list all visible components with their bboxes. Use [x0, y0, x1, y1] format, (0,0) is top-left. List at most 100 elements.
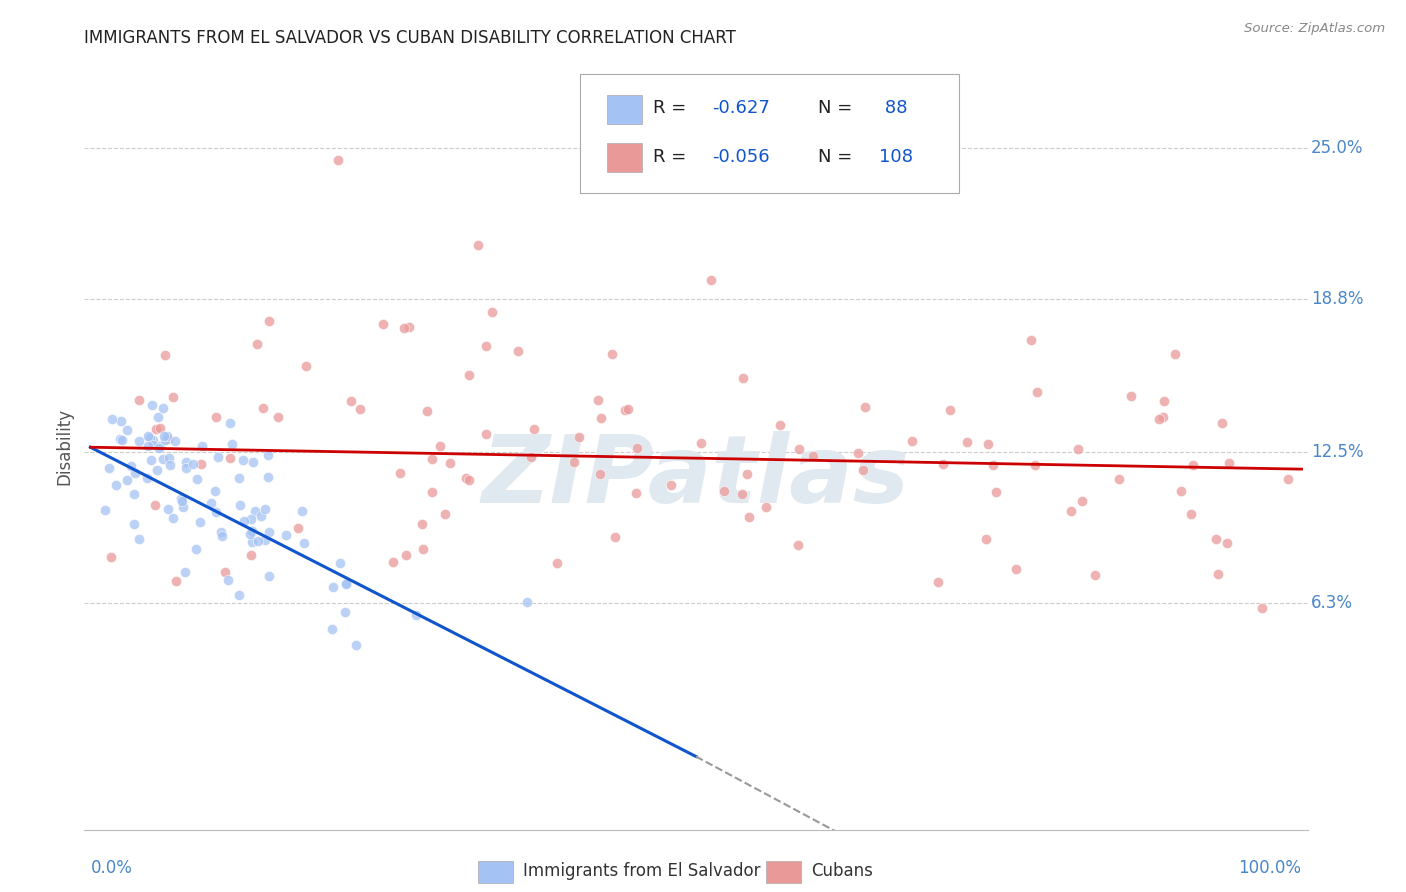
- Point: [292, 535, 315, 549]
- Point: [416, 404, 439, 418]
- Point: [1251, 601, 1274, 615]
- Point: [769, 418, 792, 433]
- Point: [335, 575, 357, 590]
- Point: [589, 411, 612, 425]
- Point: [1152, 409, 1174, 424]
- Point: [1164, 347, 1187, 361]
- Point: [184, 541, 207, 556]
- Point: [162, 390, 184, 404]
- Point: [787, 442, 810, 456]
- Point: [153, 348, 176, 362]
- Point: [207, 450, 229, 464]
- Point: [713, 483, 735, 498]
- Point: [156, 433, 179, 447]
- Point: [614, 403, 637, 417]
- Point: [1205, 532, 1227, 546]
- Point: [176, 454, 198, 468]
- Point: [165, 434, 187, 449]
- Point: [605, 530, 627, 544]
- Point: [659, 478, 682, 492]
- Point: [108, 432, 131, 446]
- Point: [1067, 442, 1090, 456]
- Point: [159, 458, 181, 472]
- Point: [454, 471, 477, 485]
- Point: [568, 429, 591, 443]
- Point: [239, 527, 262, 541]
- Point: [295, 359, 318, 373]
- Point: [257, 469, 280, 483]
- Point: [153, 429, 176, 443]
- Text: 12.5%: 12.5%: [1312, 443, 1364, 461]
- Point: [589, 467, 612, 482]
- Point: [122, 487, 145, 501]
- Point: [389, 466, 412, 480]
- Point: [191, 439, 214, 453]
- Point: [221, 437, 243, 451]
- Point: [209, 524, 232, 539]
- Point: [335, 577, 357, 591]
- Text: 6.3%: 6.3%: [1312, 594, 1353, 612]
- Point: [787, 538, 810, 552]
- Point: [434, 507, 457, 521]
- Point: [932, 458, 955, 472]
- Text: Source: ZipAtlas.com: Source: ZipAtlas.com: [1244, 22, 1385, 36]
- Point: [181, 458, 204, 472]
- Point: [475, 427, 498, 442]
- Point: [111, 433, 134, 447]
- Point: [439, 456, 461, 470]
- Point: [115, 473, 138, 487]
- Point: [146, 463, 169, 477]
- Text: -0.056: -0.056: [711, 148, 769, 166]
- Point: [162, 511, 184, 525]
- Point: [412, 541, 434, 556]
- Point: [481, 304, 503, 318]
- Point: [801, 449, 824, 463]
- Point: [190, 457, 212, 471]
- Point: [257, 314, 280, 328]
- Point: [458, 473, 481, 487]
- Point: [110, 414, 132, 428]
- Point: [246, 534, 269, 549]
- Point: [938, 402, 960, 417]
- Point: [120, 459, 142, 474]
- Point: [274, 528, 297, 542]
- Point: [617, 401, 640, 416]
- Point: [149, 439, 172, 453]
- Point: [700, 273, 723, 287]
- Point: [186, 471, 208, 485]
- Point: [240, 512, 263, 526]
- Point: [735, 467, 758, 481]
- Point: [523, 422, 546, 436]
- Point: [97, 460, 120, 475]
- Point: [467, 238, 489, 252]
- Point: [398, 320, 420, 334]
- Point: [1206, 567, 1229, 582]
- Point: [520, 450, 543, 465]
- Point: [755, 500, 778, 515]
- Point: [981, 458, 1004, 472]
- Point: [142, 433, 165, 447]
- Point: [136, 439, 159, 453]
- Point: [689, 436, 711, 450]
- Point: [1180, 507, 1202, 521]
- Text: IMMIGRANTS FROM EL SALVADOR VS CUBAN DISABILITY CORRELATION CHART: IMMIGRANTS FROM EL SALVADOR VS CUBAN DIS…: [84, 29, 737, 47]
- Point: [169, 492, 191, 507]
- Point: [846, 446, 869, 460]
- Point: [291, 504, 314, 518]
- Point: [411, 517, 433, 532]
- Point: [976, 437, 998, 451]
- Point: [145, 422, 167, 436]
- Point: [1147, 411, 1170, 425]
- Point: [253, 502, 276, 516]
- Point: [211, 528, 233, 542]
- Point: [94, 503, 117, 517]
- Point: [246, 337, 269, 351]
- Point: [200, 496, 222, 510]
- Point: [321, 622, 343, 636]
- Point: [250, 509, 273, 524]
- Point: [148, 441, 170, 455]
- Point: [1218, 456, 1240, 470]
- Point: [1170, 484, 1192, 499]
- Point: [1211, 416, 1233, 430]
- Point: [115, 423, 138, 437]
